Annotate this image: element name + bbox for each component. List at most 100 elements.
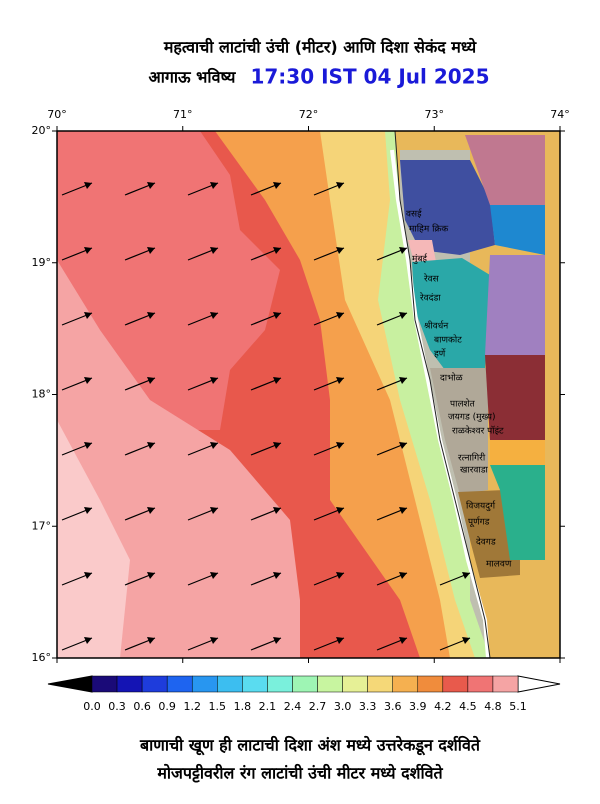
arrow-head: [273, 637, 281, 644]
arrow-head: [273, 572, 281, 579]
arrow-head: [84, 442, 92, 449]
arrow-head: [147, 312, 155, 319]
lon-label: 73°: [425, 108, 445, 121]
arrow-head: [336, 312, 344, 319]
arrow-head: [336, 507, 344, 514]
arrow-head: [84, 572, 92, 579]
colorbar-label: 0.9: [158, 700, 176, 713]
lat-label: 19°: [32, 256, 52, 269]
footer-line: मोजपट्टीवरील रंग लाटांची उंची मीटर मध्ये…: [156, 764, 443, 784]
arrow-head: [336, 637, 344, 644]
colorbar-box: [91, 675, 118, 693]
colorbar-label: 2.4: [284, 700, 302, 713]
subtitle: आगाऊ भविष्य: [149, 68, 237, 87]
arrow-head: [336, 247, 344, 254]
arrow-head: [147, 572, 155, 579]
place-label: विजयदुर्ग: [466, 500, 496, 512]
arrow-head: [273, 182, 281, 189]
place-label: श्रीवर्धन: [424, 320, 449, 332]
arrow-head: [273, 312, 281, 319]
colorbar-label: 4.8: [484, 700, 502, 713]
lat-label: 18°: [32, 388, 52, 401]
colorbar-label: 4.5: [459, 700, 477, 713]
place-label: माहिम क्रिक: [409, 223, 449, 235]
place-label: मुंबई: [412, 253, 428, 265]
colorbar-over: [517, 675, 561, 693]
colorbar-label: 3.0: [334, 700, 352, 713]
place-label: वसई: [406, 208, 423, 220]
arrow-head: [399, 637, 407, 644]
colorbar-box: [392, 675, 419, 693]
colorbar-label: 1.5: [209, 700, 227, 713]
arrow-head: [84, 637, 92, 644]
arrow-field: [61, 182, 471, 651]
arrow-head: [147, 182, 155, 189]
arrow-head: [147, 247, 155, 254]
colorbar-box: [367, 675, 393, 693]
colorbar-label: 3.9: [409, 700, 427, 713]
arrow-head: [273, 247, 281, 254]
colorbar-box: [317, 675, 343, 693]
colorbar-box: [217, 675, 243, 693]
arrow-head: [210, 182, 218, 189]
colorbar-box: [342, 675, 368, 693]
colorbar-label: 0.0: [83, 700, 101, 713]
arrow-head: [210, 572, 218, 579]
arrow-head: [84, 182, 92, 189]
colorbar-label: 4.2: [434, 700, 452, 713]
arrow-head: [147, 637, 155, 644]
arrow-head: [210, 377, 218, 384]
colorbar-box: [442, 675, 469, 693]
lon-label: 71°: [173, 108, 193, 121]
lat-label: 20°: [32, 124, 52, 137]
colorbar-box: [116, 675, 143, 693]
colorbar-box: [166, 675, 193, 693]
place-label: जयगड (मुख्य): [448, 413, 496, 423]
arrow-head: [84, 377, 92, 384]
arrow-head: [399, 442, 407, 449]
colorbar-box: [292, 675, 318, 693]
colorbar-box: [191, 675, 218, 693]
wave-field: [57, 131, 560, 658]
arrow-head: [84, 247, 92, 254]
place-label: पालशेत: [450, 398, 476, 410]
arrow-head: [336, 572, 344, 579]
arrow-head: [210, 442, 218, 449]
forecast-time: 17:30 IST 04 Jul 2025: [250, 65, 489, 89]
footer-line: बाणाची खूण ही लाटाची दिशा अंश मध्ये उत्त…: [139, 736, 481, 756]
place-label: रेवदंडा: [420, 292, 442, 304]
place-label: दाभोळ: [440, 372, 463, 384]
arrow-head: [84, 312, 92, 319]
colorbar-box: [492, 675, 519, 693]
place-label: मालवण: [486, 560, 512, 570]
lon-label: 74°: [550, 108, 570, 121]
colorbar-label: 0.3: [108, 700, 126, 713]
arrow-head: [147, 442, 155, 449]
title: महत्वाची लाटांची उंची (मीटर) आणि दिशा से…: [163, 38, 477, 57]
arrow-head: [399, 312, 407, 319]
arrow-head: [399, 572, 407, 579]
arrow-head: [210, 507, 218, 514]
lat-label: 17°: [32, 519, 52, 532]
place-label: बाणकोट: [434, 334, 462, 346]
lon-label: 70°: [47, 108, 67, 121]
arrow-head: [336, 442, 344, 449]
colorbar-label: 3.6: [384, 700, 402, 713]
colorbar-under: [47, 675, 93, 693]
colorbar-box: [242, 675, 268, 693]
arrow-head: [273, 442, 281, 449]
arrow-head: [399, 247, 407, 254]
colorbar-box: [267, 675, 293, 693]
place-labels: वसई माहिम क्रिक मुंबई रेवस रेवदंडा श्रीव…: [406, 208, 512, 570]
arrow-head: [273, 507, 281, 514]
arrow-head: [210, 247, 218, 254]
colorbar-box: [141, 675, 168, 693]
arrow-head: [210, 312, 218, 319]
place-label: पूर्णगड: [468, 516, 490, 528]
arrow-head: [210, 637, 218, 644]
place-label: रेवस: [424, 273, 440, 285]
arrow-head: [84, 507, 92, 514]
colorbar-box: [467, 675, 494, 693]
lon-label: 72°: [299, 108, 319, 121]
